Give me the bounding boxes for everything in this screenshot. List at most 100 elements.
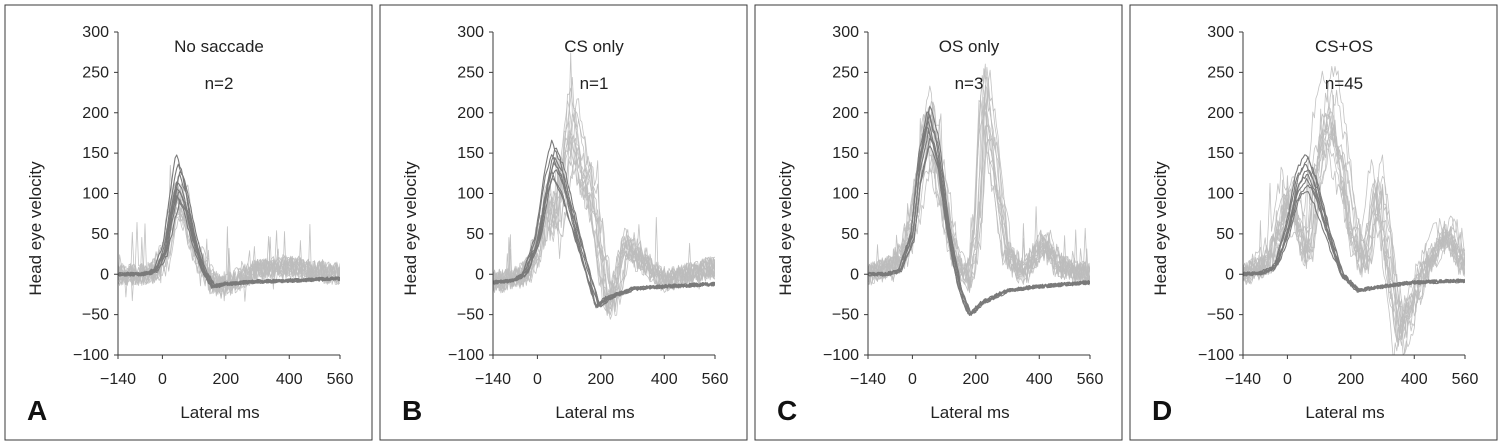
y-tick-label: 150 xyxy=(832,145,859,162)
x-axis-label: Lateral ms xyxy=(555,403,634,422)
y-tick-label: 100 xyxy=(457,186,484,203)
x-axis-label: Lateral ms xyxy=(930,403,1009,422)
y-tick-label: 300 xyxy=(457,24,484,41)
panel-subtitle: n=2 xyxy=(205,74,234,93)
x-tick-label: 200 xyxy=(587,371,614,388)
head-velocity-trace xyxy=(493,169,715,308)
y-tick-label: −100 xyxy=(73,347,109,364)
eye-velocity-trace xyxy=(1243,111,1465,346)
x-tick-label: 400 xyxy=(276,371,303,388)
x-tick-label: 0 xyxy=(908,371,917,388)
x-tick-label: 560 xyxy=(327,371,354,388)
panel-c: −100 −50 0 50 100 150 200 250 300 −140 0 200 400 560 L… xyxy=(754,4,1123,441)
panel-frame xyxy=(754,4,1123,441)
head-velocity-trace xyxy=(1243,184,1465,292)
y-tick-label: 250 xyxy=(457,64,484,81)
y-tick-label: 100 xyxy=(82,186,109,203)
y-tick-label: 300 xyxy=(1207,24,1234,41)
traces xyxy=(868,63,1090,317)
x-tick-label: −140 xyxy=(100,371,136,388)
y-axis-label: Head eye velocity xyxy=(401,161,420,296)
y-tick-label: 200 xyxy=(832,105,859,122)
x-tick-label: 560 xyxy=(1452,371,1479,388)
x-tick-label: 200 xyxy=(1337,371,1364,388)
x-tick-label: −140 xyxy=(475,371,511,388)
panel-letter: C xyxy=(777,395,797,426)
y-tick-label: −100 xyxy=(823,347,859,364)
y-axis-label: Head eye velocity xyxy=(26,161,45,296)
x-tick-label: −140 xyxy=(850,371,886,388)
x-tick-label: −140 xyxy=(1225,371,1261,388)
traces xyxy=(493,52,715,320)
x-tick-label: 400 xyxy=(1026,371,1053,388)
y-tick-label: −50 xyxy=(82,307,109,324)
panel-title: CS only xyxy=(564,37,624,56)
y-tick-label: 0 xyxy=(100,266,109,283)
head-velocity-trace xyxy=(118,198,340,288)
eye-velocity-trace xyxy=(1243,70,1465,355)
x-tick-label: 200 xyxy=(212,371,239,388)
panels-layer: −100 −50 0 50 100 150 200 250 300 −140 0 200 400 560 L… xyxy=(4,4,1498,441)
x-tick-label: 400 xyxy=(1401,371,1428,388)
eye-velocity-trace xyxy=(1243,106,1465,345)
panel-letter: D xyxy=(1152,395,1172,426)
x-tick-label: 0 xyxy=(1283,371,1292,388)
y-tick-label: 200 xyxy=(457,105,484,122)
x-tick-label: 200 xyxy=(962,371,989,388)
x-tick-label: 400 xyxy=(651,371,678,388)
eye-velocity-trace xyxy=(868,99,1090,286)
y-tick-label: 50 xyxy=(841,226,859,243)
panel-a: −100 −50 0 50 100 150 200 250 300 −140 0 200 400 560 L… xyxy=(4,4,373,441)
y-tick-label: −50 xyxy=(1207,307,1234,324)
eye-velocity-trace xyxy=(868,66,1090,293)
head-velocity-trace xyxy=(868,145,1090,317)
x-axis-label: Lateral ms xyxy=(1305,403,1384,422)
x-tick-label: 0 xyxy=(158,371,167,388)
y-tick-label: −50 xyxy=(832,307,859,324)
y-tick-label: −50 xyxy=(457,307,484,324)
y-tick-label: −100 xyxy=(1198,347,1234,364)
y-tick-label: 200 xyxy=(82,105,109,122)
y-tick-label: 50 xyxy=(91,226,109,243)
y-tick-label: 250 xyxy=(1207,64,1234,81)
x-tick-label: 0 xyxy=(533,371,542,388)
panel-subtitle: n=3 xyxy=(955,74,984,93)
panel-d: −100 −50 0 50 100 150 200 250 300 −140 0 200 400 560 L… xyxy=(1129,4,1498,441)
x-tick-label: 560 xyxy=(702,371,729,388)
panel-title: No saccade xyxy=(174,37,264,56)
y-tick-label: 0 xyxy=(850,266,859,283)
y-tick-label: 0 xyxy=(475,266,484,283)
panel-b: −100 −50 0 50 100 150 200 250 300 −140 0 200 400 560 L… xyxy=(379,4,748,441)
y-tick-label: 200 xyxy=(1207,105,1234,122)
eye-velocity-trace xyxy=(118,189,340,302)
x-tick-label: 560 xyxy=(1077,371,1104,388)
y-tick-label: 150 xyxy=(457,145,484,162)
y-tick-label: 100 xyxy=(832,186,859,203)
panel-title: CS+OS xyxy=(1315,37,1373,56)
y-tick-label: 150 xyxy=(82,145,109,162)
y-axis-label: Head eye velocity xyxy=(1151,161,1170,296)
y-tick-label: 0 xyxy=(1225,266,1234,283)
y-tick-label: 300 xyxy=(832,24,859,41)
head-velocity-trace xyxy=(493,178,715,309)
y-tick-label: 50 xyxy=(1216,226,1234,243)
panel-letter: A xyxy=(27,395,47,426)
eye-velocity-trace xyxy=(493,120,715,315)
y-tick-label: −100 xyxy=(448,347,484,364)
panel-title: OS only xyxy=(939,37,1000,56)
y-tick-label: 300 xyxy=(82,24,109,41)
panel-letter: B xyxy=(402,395,422,426)
y-tick-label: 250 xyxy=(832,64,859,81)
y-tick-label: 100 xyxy=(1207,186,1234,203)
traces xyxy=(1243,66,1465,355)
y-tick-label: 150 xyxy=(1207,145,1234,162)
panel-subtitle: n=1 xyxy=(580,74,609,93)
panel-subtitle: n=45 xyxy=(1325,74,1363,93)
x-axis-label: Lateral ms xyxy=(180,403,259,422)
y-axis-label: Head eye velocity xyxy=(776,161,795,296)
traces xyxy=(118,154,340,302)
y-tick-label: 50 xyxy=(466,226,484,243)
y-tick-label: 250 xyxy=(82,64,109,81)
head-velocity-trace xyxy=(1243,191,1465,293)
